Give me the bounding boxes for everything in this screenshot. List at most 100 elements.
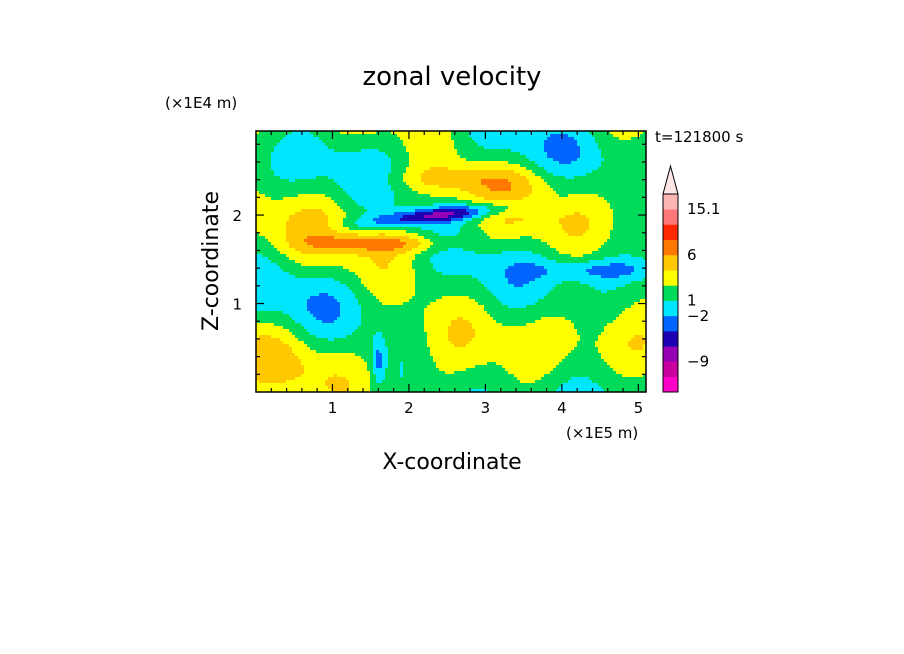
field-cell	[355, 170, 359, 174]
field-cell	[448, 164, 452, 168]
field-cell	[514, 242, 518, 246]
field-cell	[328, 236, 332, 240]
field-cell	[559, 182, 563, 186]
field-cell	[283, 245, 287, 249]
field-cell	[448, 227, 452, 231]
field-cell	[637, 182, 641, 186]
field-cell	[325, 167, 329, 171]
field-cell	[298, 206, 302, 210]
field-cell	[352, 170, 356, 174]
field-cell	[283, 182, 287, 186]
field-cell	[634, 236, 638, 240]
field-cell	[412, 173, 416, 177]
field-cell	[424, 155, 428, 159]
field-cell	[625, 167, 629, 171]
field-cell	[628, 146, 632, 150]
field-cell	[559, 140, 563, 144]
field-cell	[529, 224, 533, 228]
field-cell	[367, 224, 371, 228]
field-cell	[430, 224, 434, 228]
field-cell	[469, 194, 473, 198]
field-cell	[589, 140, 593, 144]
field-cell	[619, 140, 623, 144]
field-cell	[397, 242, 401, 246]
field-cell	[442, 155, 446, 159]
field-cell	[571, 152, 575, 156]
field-cell	[535, 203, 539, 207]
field-cell	[538, 146, 542, 150]
field-cell	[292, 245, 296, 249]
field-cell	[391, 176, 395, 180]
field-cell	[340, 230, 344, 234]
field-cell	[463, 197, 467, 201]
field-cell	[589, 185, 593, 189]
field-cell	[319, 200, 323, 204]
field-cell	[436, 137, 440, 141]
field-cell	[373, 182, 377, 186]
field-cell	[316, 230, 320, 234]
field-cell	[526, 149, 530, 153]
field-cell	[556, 134, 560, 138]
field-cell	[412, 182, 416, 186]
field-cell	[553, 185, 557, 189]
field-cell	[511, 227, 515, 231]
field-cell	[589, 164, 593, 168]
field-cell	[271, 182, 275, 186]
field-cell	[256, 167, 260, 171]
field-cell	[424, 233, 428, 237]
field-cell	[625, 212, 629, 216]
field-cell	[436, 149, 440, 153]
field-cell	[520, 173, 524, 177]
field-cell	[499, 146, 503, 150]
field-cell	[340, 233, 344, 237]
field-cell	[418, 158, 422, 162]
field-cell	[328, 134, 332, 138]
field-cell	[397, 185, 401, 189]
field-cell	[298, 224, 302, 228]
field-cell	[454, 155, 458, 159]
field-cell	[595, 140, 599, 144]
field-cell	[298, 170, 302, 174]
field-cell	[310, 215, 314, 219]
field-cell	[556, 149, 560, 153]
field-cell	[634, 203, 638, 207]
field-cell	[343, 236, 347, 240]
field-cell	[571, 227, 575, 231]
field-cell	[466, 212, 470, 216]
field-cell	[454, 146, 458, 150]
field-cell	[439, 167, 443, 171]
field-cell	[280, 131, 284, 135]
field-cell	[550, 200, 554, 204]
field-cell	[541, 197, 545, 201]
field-cell	[379, 245, 383, 249]
field-cell	[310, 245, 314, 249]
field-cell	[523, 200, 527, 204]
field-cell	[487, 206, 491, 210]
field-cell	[325, 245, 329, 249]
field-cell	[421, 206, 425, 210]
field-cell	[403, 200, 407, 204]
field-cell	[475, 239, 479, 243]
field-cell	[448, 140, 452, 144]
field-cell	[379, 221, 383, 225]
field-cell	[622, 161, 626, 165]
field-cell	[397, 239, 401, 243]
field-cell	[610, 155, 614, 159]
field-cell	[592, 131, 596, 135]
field-cell	[310, 233, 314, 237]
field-cell	[262, 158, 266, 162]
field-cell	[583, 131, 587, 135]
field-cell	[574, 131, 578, 135]
field-cell	[484, 158, 488, 162]
field-cell	[535, 188, 539, 192]
field-cell	[583, 185, 587, 189]
field-cell	[520, 203, 524, 207]
field-cell	[625, 158, 629, 162]
field-cell	[403, 155, 407, 159]
field-cell	[265, 221, 269, 225]
field-cell	[382, 185, 386, 189]
field-cell	[265, 218, 269, 222]
field-cell	[514, 188, 518, 192]
field-cell	[379, 146, 383, 150]
field-cell	[517, 167, 521, 171]
